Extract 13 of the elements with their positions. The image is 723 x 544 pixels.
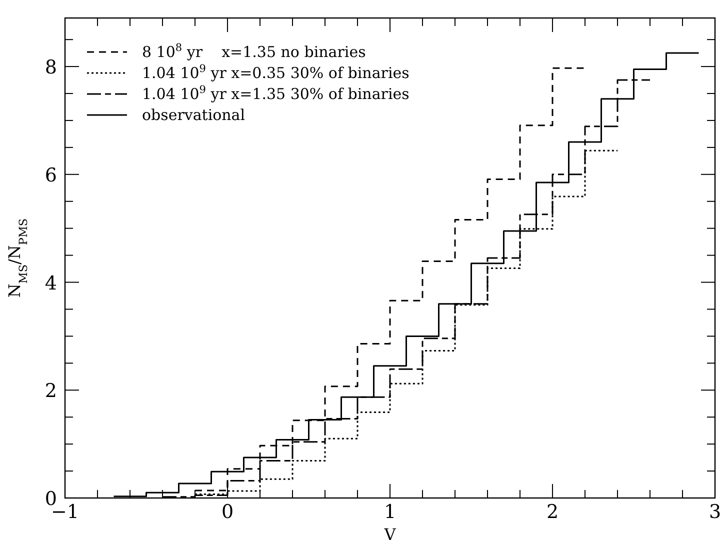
legend-label: 1.04 10$^{9}$ yr x=0.35 30% of binaries xyxy=(142,63,410,82)
x-tick-label: 0 xyxy=(221,501,234,523)
x-tick-label: 1 xyxy=(384,501,396,523)
x-axis-title: V xyxy=(383,525,396,544)
x-tick-label: 2 xyxy=(546,501,559,523)
legend-label: 1.04 10$^{9}$ yr x=1.35 30% of binaries xyxy=(142,84,410,103)
y-tick-label: 4 xyxy=(44,272,57,294)
x-tick-label: 3 xyxy=(708,501,722,523)
legend-label: observational xyxy=(142,106,246,124)
legend-label: 8 10$^{8}$ yr x=1.35 no binaries xyxy=(142,42,366,61)
y-tick-label: 6 xyxy=(44,164,57,186)
y-tick-label: 2 xyxy=(44,380,57,402)
y-tick-label: 8 xyxy=(44,56,57,79)
